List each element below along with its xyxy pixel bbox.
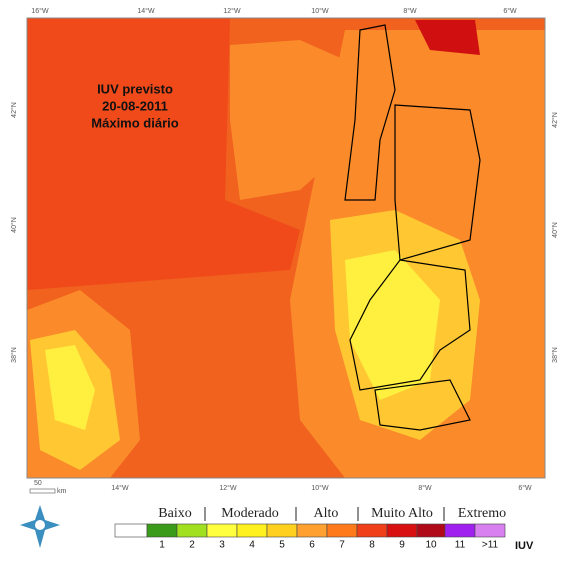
legend-group: Alto [314, 506, 339, 521]
uv-zone [230, 40, 345, 200]
lat-label: 42°N [10, 102, 18, 118]
uv-zone [415, 20, 480, 55]
logo [20, 505, 60, 548]
map-title: IUV previsto 20-08-2011 Máximo diário [91, 81, 178, 130]
country-border [344, 24, 481, 431]
legend-class: 5 [279, 540, 285, 551]
legend: Baixo Moderado Alto Muito Alto Extremo 1… [114, 506, 534, 552]
scale-value: 50 [34, 480, 42, 487]
legend-group: Moderado [221, 506, 279, 521]
uv-zone [27, 18, 300, 290]
coordinates: 16°W 14°W 12°W 10°W 8°W 6°W 14°W 12°W 10… [10, 7, 559, 492]
lon-label: 8°W [403, 7, 417, 15]
lat-label: 38°N [551, 347, 559, 363]
title-line: IUV previsto [97, 81, 173, 96]
lon-label: 10°W [311, 484, 329, 492]
legend-class: 1 [159, 540, 165, 551]
legend-unit: IUV [515, 540, 534, 552]
legend-group: Baixo [158, 506, 191, 521]
legend-class: 9 [399, 540, 405, 551]
lat-label: 40°N [10, 217, 18, 233]
lon-label: 14°W [111, 484, 129, 492]
legend-class: 4 [249, 540, 255, 551]
lat-label: 38°N [10, 347, 18, 363]
scale-bar: 50 km [29, 480, 67, 495]
lat-label: 40°N [551, 222, 559, 238]
scale-box [29, 488, 56, 494]
legend-class: 2 [189, 540, 195, 551]
scale-unit: km [57, 488, 67, 495]
legend-class: 6 [309, 540, 315, 551]
legend-group: Extremo [458, 506, 506, 521]
lon-label: 8°W [418, 484, 432, 492]
uv-zone [45, 345, 95, 430]
lon-label: 14°W [137, 7, 155, 15]
lat-label: 42°N [551, 112, 559, 128]
map-frame [26, 17, 546, 479]
lon-label: 10°W [311, 7, 329, 15]
legend-class: 3 [219, 540, 225, 551]
legend-class: 7 [339, 540, 345, 551]
lon-label: 12°W [223, 7, 241, 15]
legend-boxes [114, 523, 506, 538]
legend-class: 11 [455, 540, 466, 551]
lon-label: 6°W [503, 7, 517, 15]
legend-class: 10 [425, 540, 437, 551]
legend-class: 8 [369, 540, 375, 551]
legend-class: >11 [482, 540, 499, 551]
lon-label: 12°W [219, 484, 237, 492]
logo-center [35, 520, 45, 530]
map [26, 17, 546, 479]
lon-label: 16°W [31, 7, 49, 15]
uv-zone [345, 250, 440, 400]
title-line: 20-08-2011 [102, 98, 168, 113]
legend-group: Muito Alto [371, 506, 433, 521]
group-separators [204, 507, 445, 521]
lon-label: 6°W [518, 484, 532, 492]
title-line: Máximo diário [91, 115, 178, 130]
